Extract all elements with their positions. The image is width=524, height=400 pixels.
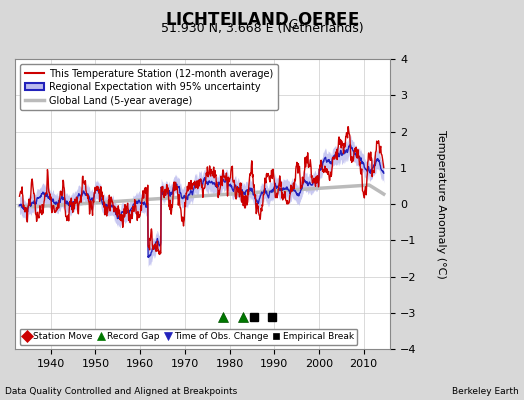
Legend: Station Move, Record Gap, Time of Obs. Change, Empirical Break: Station Move, Record Gap, Time of Obs. C…	[19, 328, 357, 345]
Text: 51.930 N, 3.668 E (Netherlands): 51.930 N, 3.668 E (Netherlands)	[161, 22, 363, 35]
Text: LICHTEILAND$_G$OEREE: LICHTEILAND$_G$OEREE	[165, 10, 359, 30]
Text: Berkeley Earth: Berkeley Earth	[452, 387, 519, 396]
Text: Data Quality Controlled and Aligned at Breakpoints: Data Quality Controlled and Aligned at B…	[5, 387, 237, 396]
Y-axis label: Temperature Anomaly (°C): Temperature Anomaly (°C)	[436, 130, 446, 278]
